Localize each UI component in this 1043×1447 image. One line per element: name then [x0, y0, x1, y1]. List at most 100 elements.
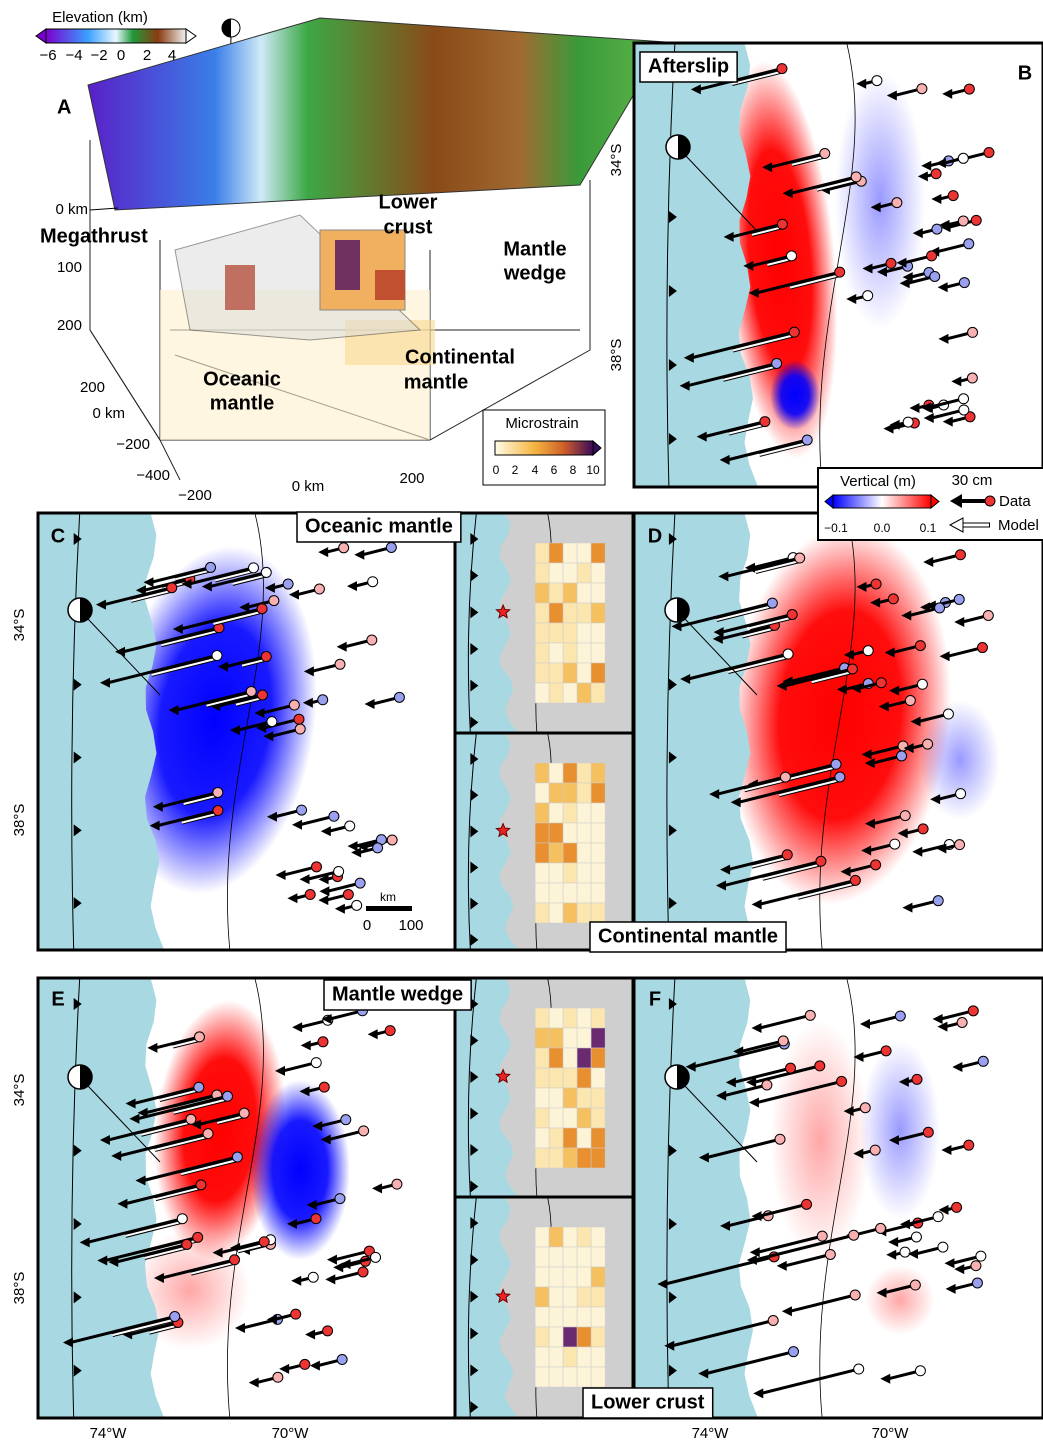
station: [956, 789, 966, 799]
model-cell: [577, 1247, 591, 1267]
model-cell: [577, 543, 591, 563]
station: [203, 1129, 213, 1139]
station: [206, 562, 216, 572]
model-cell: [549, 1148, 563, 1168]
model-cell: [549, 783, 563, 803]
strain-tick: 8: [570, 463, 577, 477]
model-cell: [535, 1227, 549, 1247]
station: [905, 696, 915, 706]
model-cell: [577, 623, 591, 643]
model-cell: [549, 603, 563, 623]
deformation-field: [770, 360, 820, 430]
station: [194, 1082, 204, 1092]
lon-label: 70°W: [272, 1425, 310, 1442]
station: [355, 878, 365, 888]
station: [900, 811, 910, 821]
station: [820, 149, 830, 159]
model-cell: [549, 563, 563, 583]
elevation-tick: 0: [117, 47, 125, 64]
model-cell: [563, 543, 577, 563]
station: [900, 1247, 910, 1257]
strain-tick: 0: [493, 463, 500, 477]
model-cell: [577, 563, 591, 583]
model-cell: [591, 603, 605, 623]
station: [308, 1272, 318, 1282]
station: [971, 1261, 981, 1271]
model-cell: [591, 1367, 605, 1387]
model-cell: [535, 783, 549, 803]
model-cell: [577, 1347, 591, 1367]
model-cell: [535, 623, 549, 643]
model-cell: [549, 663, 563, 683]
station: [849, 1230, 859, 1240]
station: [968, 1006, 978, 1016]
model-cell: [535, 1128, 549, 1148]
model-cell: [563, 1148, 577, 1168]
model-cell: [535, 563, 549, 583]
model-cell: [577, 583, 591, 603]
legend-scale: 30 cm: [952, 472, 993, 489]
station: [888, 594, 898, 604]
station: [870, 1145, 880, 1155]
station: [194, 1032, 204, 1042]
model-cell: [591, 643, 605, 663]
model-cell: [577, 1028, 591, 1048]
model-cell: [591, 1028, 605, 1048]
model-cell: [549, 543, 563, 563]
station: [193, 1232, 203, 1242]
station: [318, 1037, 328, 1047]
model-cell: [549, 1307, 563, 1327]
model-cell: [563, 1267, 577, 1287]
station: [373, 843, 383, 853]
region-label: Megathrust: [40, 225, 148, 247]
station: [854, 1364, 864, 1374]
scale-tick: 100: [398, 917, 423, 934]
region-label: wedge: [503, 262, 566, 284]
model-cell: [591, 1287, 605, 1307]
model-cell: [591, 763, 605, 783]
model-cell: [591, 1148, 605, 1168]
station: [311, 1214, 321, 1224]
station: [311, 1058, 321, 1068]
station: [786, 1063, 796, 1073]
panel-title: Oceanic mantle: [305, 515, 453, 537]
model-cell: [591, 1267, 605, 1287]
station: [964, 239, 974, 249]
panel-label: E: [51, 988, 64, 1010]
region-label: Lower: [379, 191, 438, 213]
model-cell: [591, 783, 605, 803]
model-cell: [563, 1307, 577, 1327]
model-cell: [535, 1108, 549, 1128]
station: [289, 700, 299, 710]
model-cell: [577, 1307, 591, 1327]
model-cell: [549, 1088, 563, 1108]
station: [903, 417, 913, 427]
station: [850, 1290, 860, 1300]
model-cell: [563, 1287, 577, 1307]
lat-label: 34°S: [608, 144, 625, 177]
panel-title: Lower crust: [591, 1391, 705, 1413]
station: [337, 1355, 347, 1365]
model-cell: [563, 683, 577, 703]
depth-tick: 0 km: [55, 201, 88, 218]
station: [872, 76, 882, 86]
station: [933, 1212, 943, 1222]
station: [881, 1046, 891, 1056]
station: [300, 1359, 310, 1369]
station: [335, 659, 345, 669]
station: [329, 811, 339, 821]
station: [795, 553, 805, 563]
station: [831, 759, 841, 769]
model-cell: [563, 603, 577, 623]
station: [294, 714, 304, 724]
model-cell: [535, 1068, 549, 1088]
model-cell: [535, 1148, 549, 1168]
station: [787, 609, 797, 619]
model-cell: [535, 583, 549, 603]
deformation-field: [250, 1080, 350, 1260]
model-cell: [535, 903, 549, 923]
station: [789, 327, 799, 337]
station: [912, 1074, 922, 1084]
station: [341, 1115, 351, 1125]
model-cell: [535, 1327, 549, 1347]
